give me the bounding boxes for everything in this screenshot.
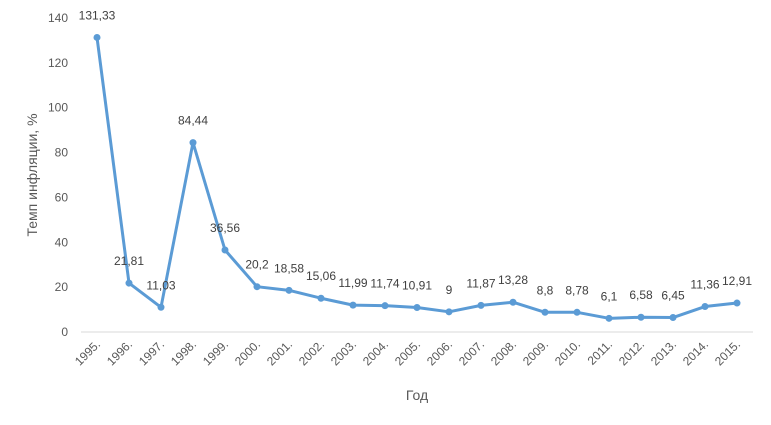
x-tick-label: 2002. (296, 337, 327, 368)
x-tick-label: 1999. (200, 337, 231, 368)
data-point (509, 298, 517, 306)
data-label: 18,58 (274, 261, 304, 275)
x-tick-label: 2011. (585, 337, 616, 368)
data-point (93, 33, 101, 41)
data-label: 11,03 (146, 278, 175, 292)
data-label: 84,44 (178, 114, 208, 128)
x-tick-label: 2001. (264, 337, 295, 368)
data-label: 6,1 (601, 289, 618, 303)
data-point (541, 308, 549, 316)
data-label: 11,87 (466, 276, 495, 290)
x-tick-label: 2014. (680, 337, 711, 368)
y-tick-label: 80 (55, 146, 69, 160)
data-label: 15,06 (306, 269, 336, 283)
data-point (349, 301, 357, 309)
data-label: 36,56 (210, 221, 240, 235)
data-label: 6,58 (629, 288, 653, 302)
x-tick-label: 2009. (520, 337, 551, 368)
y-tick-label: 120 (48, 56, 68, 70)
y-tick-label: 100 (48, 101, 68, 115)
data-point (285, 286, 293, 294)
data-point (733, 299, 741, 307)
data-label: 6,45 (661, 289, 685, 303)
data-point (413, 304, 421, 312)
data-label: 9 (446, 283, 453, 297)
data-point (157, 303, 165, 311)
y-tick-label: 140 (48, 11, 68, 25)
series-line (95, 37, 738, 320)
x-axis-title: Год (406, 387, 428, 403)
y-tick-label: 40 (55, 235, 69, 249)
x-tick-label: 2003. (328, 337, 359, 368)
x-tick-label: 2007. (456, 337, 487, 368)
series-layer (93, 33, 741, 322)
data-point (669, 314, 677, 322)
x-tick-label: 2005. (392, 337, 423, 368)
data-label: 21,81 (114, 254, 144, 268)
data-label: 11,99 (338, 276, 367, 290)
data-point (605, 314, 613, 322)
x-tick-label: 1995. (72, 337, 103, 368)
y-axis-ticks: 0 20 40 60 80 100 120 140 (48, 11, 68, 339)
data-label: 13,28 (498, 273, 528, 287)
x-tick-label: 1997. (136, 337, 167, 368)
x-tick-label: 2012. (616, 337, 647, 368)
data-point (125, 279, 133, 287)
x-tick-label: 2004. (360, 337, 391, 368)
data-point (317, 294, 325, 302)
data-point (701, 303, 709, 311)
data-point (221, 246, 229, 254)
x-tick-label: 2008. (488, 337, 519, 368)
data-label: 12,91 (722, 274, 752, 288)
data-point (477, 301, 485, 309)
data-label: 10,91 (402, 279, 432, 293)
x-tick-label: 2013. (648, 337, 679, 368)
y-tick-label: 60 (55, 190, 69, 204)
x-axis-ticks: 1995. 1996. 1997. 1998. 1999. 2000. 2001. 2002.… (72, 337, 743, 368)
y-tick-label: 0 (61, 325, 68, 339)
data-point (445, 308, 453, 316)
x-tick-label: 1998. (168, 337, 199, 368)
data-point (637, 313, 645, 321)
x-tick-label: 2010. (552, 337, 583, 368)
data-label: 11,74 (370, 277, 399, 291)
x-tick-label: 2006. (424, 337, 455, 368)
x-tick-label: 2015. (712, 337, 743, 368)
data-label: 131,33 (79, 8, 116, 22)
data-point (573, 308, 581, 316)
x-tick-label: 2000. (232, 337, 263, 368)
data-point (253, 283, 261, 291)
data-point (189, 139, 197, 147)
data-point (381, 302, 389, 310)
data-label: 8,8 (537, 283, 554, 297)
data-label: 8,78 (565, 283, 589, 297)
y-axis-title: Темп инфляции, % (24, 113, 40, 236)
y-tick-label: 20 (55, 280, 69, 294)
data-label: 20,2 (245, 258, 269, 272)
x-tick-label: 1996. (104, 337, 135, 368)
data-label: 11,36 (690, 278, 719, 292)
